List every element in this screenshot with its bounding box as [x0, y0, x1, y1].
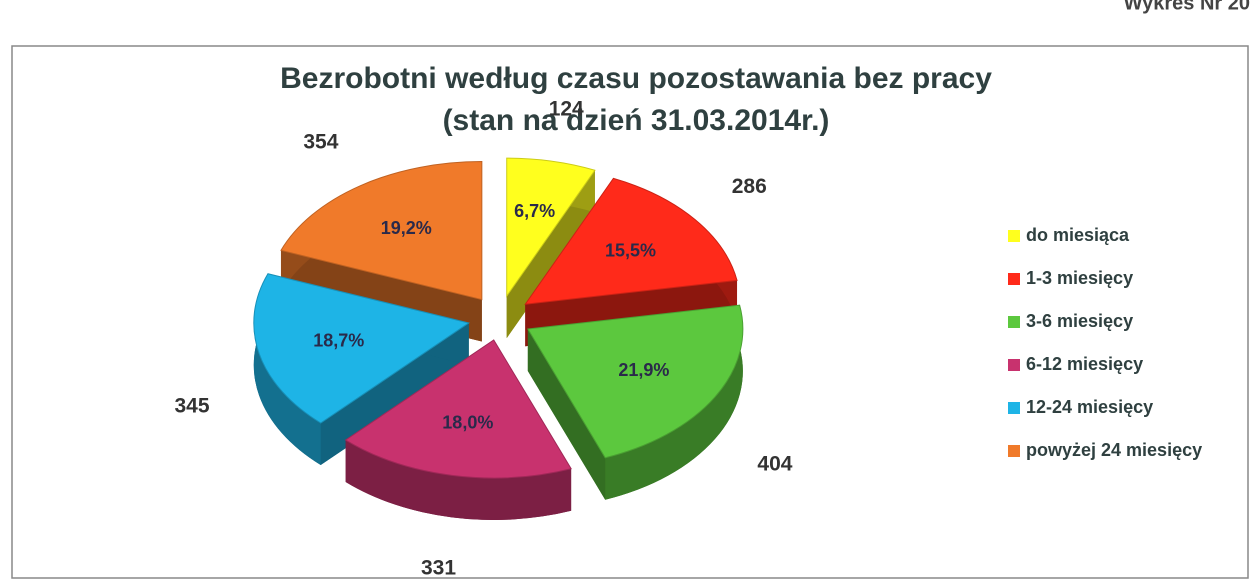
corner-text: Wykres Nr 20: [1124, 0, 1250, 14]
slice: [506, 157, 596, 298]
legend-label: 6-12 miesięcy: [1026, 354, 1143, 374]
legend-label: 12-24 miesięcy: [1026, 397, 1153, 417]
percent-label: 21,9%: [618, 360, 669, 380]
chart-title: Bezrobotni według czasu pozostawania bez…: [280, 62, 992, 95]
legend-swatch: [1008, 273, 1020, 285]
percent-label: 19,2%: [381, 218, 432, 238]
slice-side: [527, 329, 606, 500]
value-label: 345: [175, 395, 210, 418]
value-label: 404: [757, 452, 792, 475]
slice-side: [506, 170, 595, 339]
slice-side: [320, 322, 469, 466]
value-label: 124: [549, 97, 584, 120]
percent-label: 6,7%: [514, 201, 555, 221]
value-label: 286: [732, 175, 767, 198]
slice-side: [345, 440, 572, 520]
slice-group: [527, 304, 744, 500]
slice: [280, 161, 483, 301]
slice-group: [344, 339, 572, 520]
value-label: 331: [421, 556, 456, 579]
slice: [253, 273, 471, 424]
legend-label: 1-3 miesięcy: [1026, 268, 1133, 288]
legend-swatch: [1008, 230, 1020, 242]
slice-group: [253, 273, 471, 466]
legend-label: do miesiąca: [1026, 225, 1130, 245]
percent-label: 15,5%: [605, 240, 656, 260]
slice: [524, 177, 738, 305]
legend-swatch: [1008, 402, 1020, 414]
percent-label: 18,0%: [442, 413, 493, 433]
chart-subtitle: (stan na dzień 31.03.2014r.): [443, 104, 830, 137]
slice: [344, 339, 572, 479]
slice-side: [605, 305, 743, 500]
legend-label: 3-6 miesięcy: [1026, 311, 1133, 331]
slice: [527, 304, 744, 459]
legend-label: powyżej 24 miesięcy: [1026, 440, 1202, 460]
percent-label: 18,7%: [313, 331, 364, 351]
legend-swatch: [1008, 316, 1020, 328]
legend-swatch: [1008, 359, 1020, 371]
legend-swatch: [1008, 445, 1020, 457]
slice-side: [253, 273, 321, 466]
value-label: 354: [303, 130, 338, 153]
